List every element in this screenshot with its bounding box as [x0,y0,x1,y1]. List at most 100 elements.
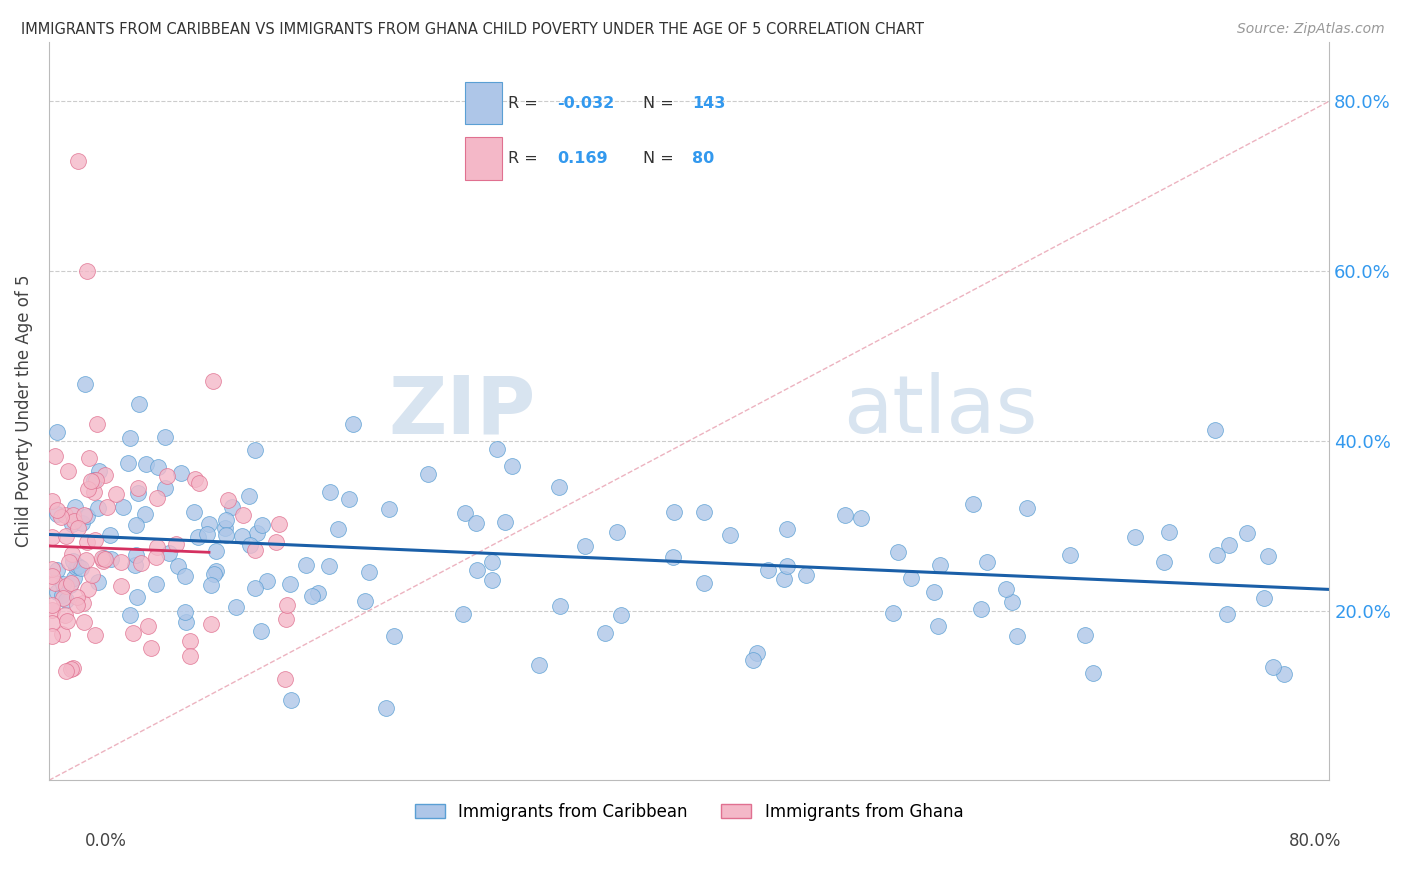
Point [58,464,80,478]
Point [693,505,716,519]
Point [834,508,856,522]
Point [264,535,287,549]
Point [200,578,222,592]
Point [1263,659,1285,673]
Point [205,565,228,579]
Point [214,520,236,534]
Point [128,397,150,411]
Point [1074,628,1097,642]
Point [67,558,90,573]
Point [200,617,222,632]
Point [44,575,66,590]
Point [927,619,949,633]
Point [662,549,685,564]
Point [55,592,77,607]
Point [169,467,191,481]
Point [41,598,63,612]
Legend: Immigrants from Caribbean, Immigrants from Ghana: Immigrants from Caribbean, Immigrants fr… [408,796,970,828]
Point [494,515,516,529]
Point [183,504,205,518]
Point [238,489,260,503]
Point [153,430,176,444]
Point [481,555,503,569]
Point [166,559,188,574]
Point [59,576,82,591]
Point [718,528,741,542]
Point [62,554,84,568]
Point [301,590,323,604]
Point [773,572,796,586]
Point [1123,530,1146,544]
Point [112,500,135,514]
Point [46,584,69,599]
Point [62,516,84,531]
Point [246,525,269,540]
Point [86,417,108,431]
Point [63,500,86,514]
Point [51,588,73,602]
Point [157,546,180,560]
Point [849,511,872,525]
Point [359,565,381,579]
Point [59,662,82,676]
Point [215,528,238,542]
Point [156,468,179,483]
Point [243,581,266,595]
Point [127,482,149,496]
Point [928,558,950,572]
Point [66,521,89,535]
Point [125,549,148,563]
Point [664,505,686,519]
Point [481,573,503,587]
Point [66,590,89,604]
Point [66,153,89,168]
Point [776,559,799,574]
Point [382,628,405,642]
Point [41,603,63,617]
Point [41,569,63,583]
Point [173,569,195,583]
Point [76,482,98,496]
Y-axis label: Child Poverty Under the Age of 5: Child Poverty Under the Age of 5 [15,275,32,548]
Point [110,555,132,569]
Point [269,517,291,532]
Point [93,550,115,565]
Point [86,575,108,590]
Point [146,540,169,554]
Point [256,574,278,589]
Point [179,634,201,648]
Point [1059,548,1081,562]
Point [135,458,157,472]
Point [84,533,107,547]
Point [55,664,77,678]
Point [174,615,197,630]
Point [145,576,167,591]
Point [900,571,922,585]
Point [574,539,596,553]
Point [118,607,141,622]
Point [221,500,243,515]
Point [45,502,67,516]
Point [465,516,488,530]
Point [41,629,63,643]
Point [76,508,98,523]
Point [609,608,631,623]
Point [79,474,101,488]
Point [239,537,262,551]
Point [72,596,94,610]
Point [198,517,221,532]
Point [342,417,364,431]
Point [776,522,799,536]
Point [62,508,84,522]
Point [994,582,1017,596]
Point [76,535,98,549]
Point [204,544,226,558]
Point [117,456,139,470]
Point [52,591,75,606]
Point [69,561,91,575]
Point [44,449,66,463]
Point [65,560,87,574]
Point [73,508,96,522]
Point [125,591,148,605]
Point [141,641,163,656]
